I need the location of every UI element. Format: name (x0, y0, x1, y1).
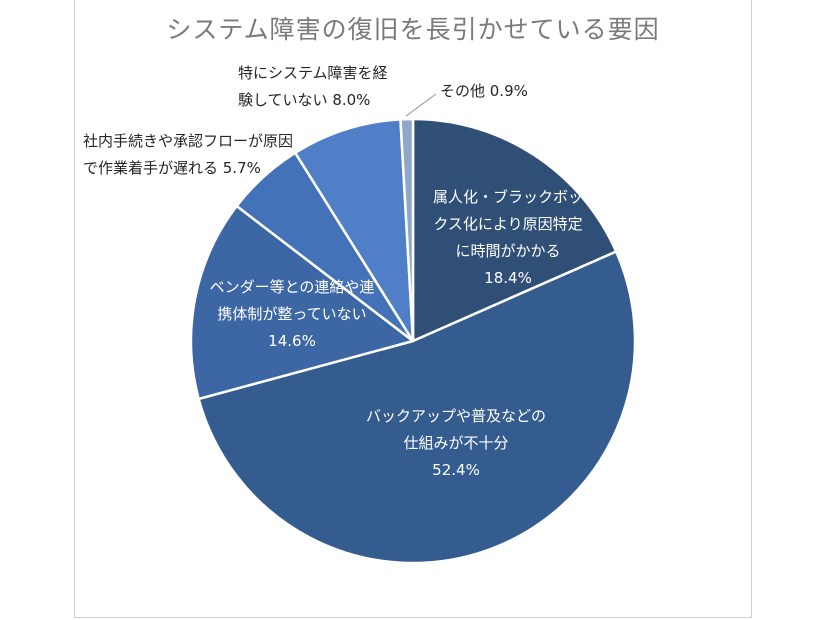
pie-slice-2 (189, 204, 415, 401)
slice-label-3-line-1: で作業着手が遅れる 5.7% (83, 159, 261, 177)
pie-slice-5 (399, 117, 415, 343)
slice-label-3: 社内手続きや承認フローが原因 で作業着手が遅れる 5.7% (83, 128, 293, 182)
slice-label-4: 特にシステム障害を経 験していない 8.0% (238, 60, 388, 114)
slice-label-2: ベンダー等との連絡や連 携体制が整っていない 14.6% (196, 274, 388, 355)
slice-label-0-line-0: 属人化・ブラックボッ (432, 188, 583, 206)
leader-line-other (405, 93, 437, 117)
slice-label-2-line-1: 携体制が整っていない (217, 305, 367, 323)
slice-label-1-line-1: 仕組みが不十分 (403, 434, 509, 452)
slice-label-1: バックアップや普及などの 仕組みが不十分 52.4% (336, 403, 576, 484)
slice-label-5: その他 0.9% (440, 78, 528, 105)
slice-label-2-line-2: 14.6% (268, 332, 316, 350)
slice-label-0-line-3: 18.4% (484, 269, 532, 287)
slice-label-4-line-1: 験していない 8.0% (238, 91, 371, 109)
slice-label-4-line-0: 特にシステム障害を経 (238, 64, 388, 82)
slice-label-0: 属人化・ブラックボッ クス化により原因特定 に時間がかかる 18.4% (418, 184, 598, 292)
slice-label-3-line-0: 社内手続きや承認フローが原因 (83, 132, 294, 150)
slice-label-2-line-0: ベンダー等との連絡や連 (209, 278, 375, 296)
slice-label-0-line-2: に時間がかかる (455, 242, 561, 260)
slice-label-1-line-0: バックアップや普及などの (365, 407, 546, 425)
pie-slice-1 (197, 250, 637, 565)
chart-title: システム障害の復旧を長引かせている要因 (166, 15, 660, 44)
slice-label-5-line-0: その他 0.9% (440, 82, 528, 100)
pie-slice-4 (293, 118, 415, 343)
slice-label-1-line-2: 52.4% (432, 461, 480, 479)
slice-label-0-line-1: クス化により原因特定 (433, 215, 583, 233)
pie-slice-0 (411, 117, 618, 343)
